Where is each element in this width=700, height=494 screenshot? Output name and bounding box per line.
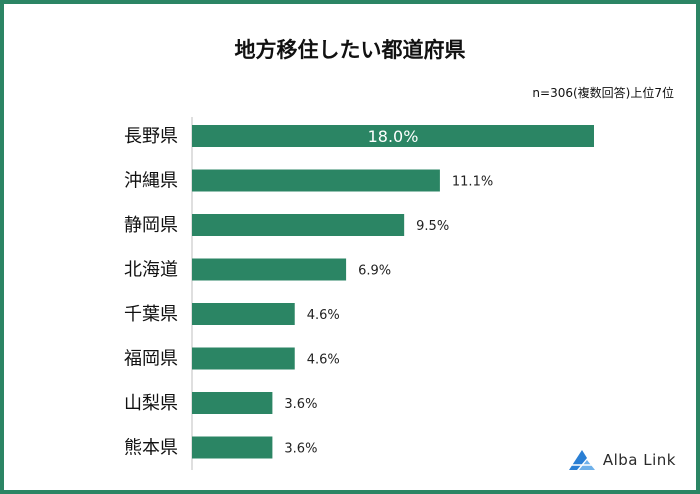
category-label: 北海道	[124, 260, 178, 281]
sample-note: n=306(複数回答)上位7位	[532, 86, 674, 100]
category-label: 長野県	[124, 126, 178, 147]
bar	[192, 347, 295, 370]
alba-link-logo-icon	[568, 450, 595, 470]
category-label: 熊本県	[124, 438, 178, 459]
category-label: 山梨県	[124, 393, 178, 414]
bar	[192, 436, 273, 459]
bar	[192, 169, 440, 192]
value-label: 3.6%	[284, 397, 317, 412]
value-label: 6.9%	[358, 264, 391, 279]
bars-group: 長野県 18.0% 沖縄県 11.1% 静岡県 9.5% 北海道 6.9% 千葉県 4.6% 福岡県…	[124, 125, 594, 459]
brand-name: Alba Link	[602, 451, 676, 469]
value-label: 9.5%	[416, 219, 449, 234]
chart-title: 地方移住したい都道府県	[234, 38, 466, 62]
bar	[192, 258, 347, 281]
value-label: 4.6%	[307, 308, 340, 323]
category-label: 福岡県	[124, 349, 178, 370]
value-label: 18.0%	[368, 127, 419, 146]
bar	[192, 125, 594, 147]
value-label: 4.6%	[307, 353, 340, 368]
value-label: 11.1%	[452, 175, 493, 190]
bar	[192, 214, 405, 236]
bar-chart: 長野県 18.0% 沖縄県 11.1% 静岡県 9.5% 北海道 6.9% 千葉県 4.6% 福岡県…	[124, 117, 594, 470]
category-label: 静岡県	[124, 215, 178, 236]
category-label: 千葉県	[124, 304, 178, 325]
brand-logo: Alba Link	[567, 448, 676, 472]
category-label: 沖縄県	[124, 171, 178, 192]
value-label: 3.6%	[284, 442, 317, 457]
bar	[192, 392, 273, 414]
bar	[192, 303, 295, 325]
